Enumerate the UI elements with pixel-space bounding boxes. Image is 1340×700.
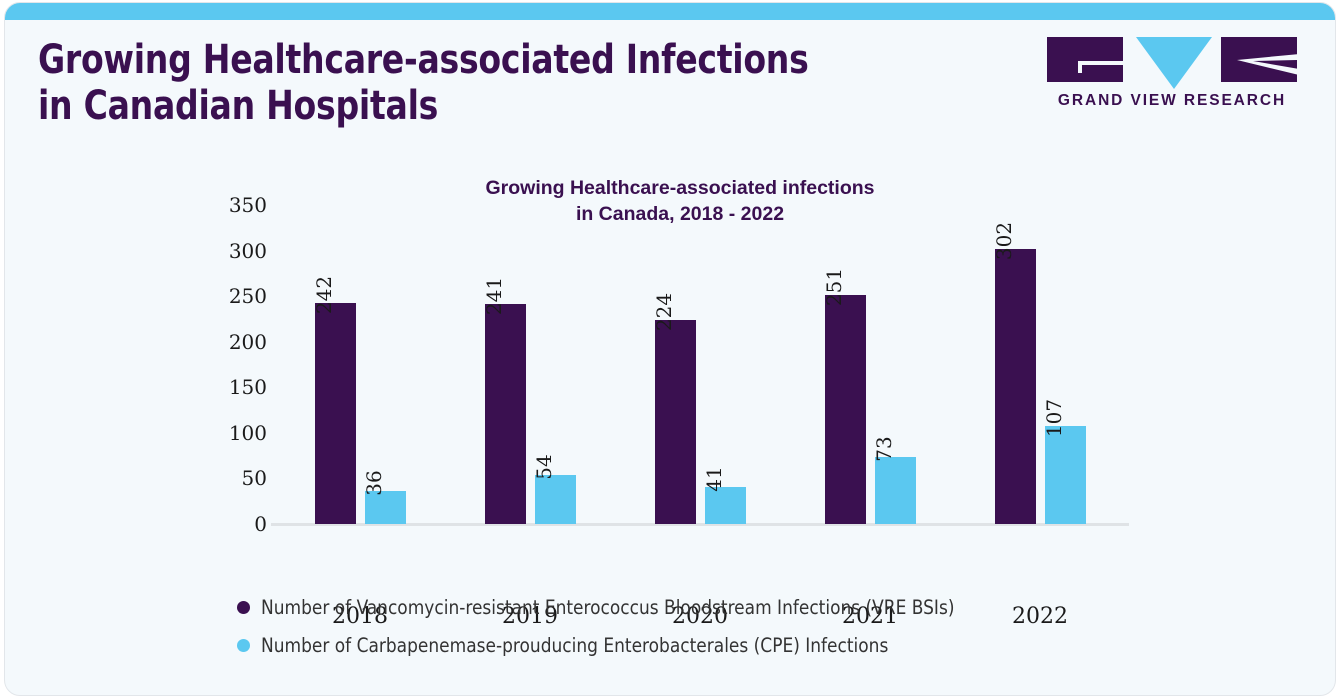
logo-v-icon xyxy=(1136,37,1212,89)
logo-g-icon xyxy=(1047,37,1130,82)
page-title: Growing Healthcare-associated Infections… xyxy=(38,37,809,129)
legend-item-2[interactable]: Number of Carbapenemase-prouducing Enter… xyxy=(237,626,1237,664)
bar-2021-series2[interactable]: 73 xyxy=(872,437,916,524)
bar-group-2019: 241 54 xyxy=(482,205,576,524)
x-axis-line xyxy=(271,523,1129,526)
bar-value-label: 251 xyxy=(821,268,846,307)
logo-r-icon xyxy=(1221,37,1297,82)
bar-2018-series1[interactable]: 242 xyxy=(312,276,356,524)
bar-group-2021: 251 73 xyxy=(822,205,916,524)
bar-2022-series1[interactable]: 302 xyxy=(992,222,1036,524)
y-axis-tick-250: 250 xyxy=(228,284,267,309)
bar-group-2020: 224 41 xyxy=(652,205,746,524)
chart-plot-area: 350 300 250 200 150 100 50 0 2018 242 36 2019 241 54 2… xyxy=(229,193,1129,629)
bar-value-label: 242 xyxy=(311,276,336,315)
bar-2020-series2[interactable]: 41 xyxy=(702,466,746,524)
bar-2018-series2[interactable]: 36 xyxy=(362,470,406,524)
legend-label: Number of Carbapenemase-prouducing Enter… xyxy=(261,633,889,657)
bar-value-label: 73 xyxy=(871,436,896,463)
y-axis-tick-50: 50 xyxy=(241,466,267,491)
header: Growing Healthcare-associated Infections… xyxy=(5,20,1335,140)
chart-container: Growing Healthcare-associated infections… xyxy=(5,140,1335,695)
bar-2021-series1[interactable]: 251 xyxy=(822,268,866,524)
y-axis-tick-200: 200 xyxy=(228,329,267,354)
x-axis-tick-2022: 2022 xyxy=(1012,604,1068,629)
bar-value-label: 54 xyxy=(531,454,556,480)
logo-g-bar xyxy=(1078,61,1130,65)
bar-value-label: 107 xyxy=(1041,399,1066,438)
infographic-card: Growing Healthcare-associated Infections… xyxy=(4,2,1336,696)
y-axis-tick-150: 150 xyxy=(228,375,267,400)
bar-group-2018: 242 36 xyxy=(312,205,406,524)
legend-dot-icon xyxy=(237,600,250,614)
y-axis-tick-100: 100 xyxy=(228,420,267,445)
bar-value-label: 41 xyxy=(701,465,726,492)
bar-value-label: 241 xyxy=(481,277,506,316)
chart-legend: Number of Vancomycin-resistant Enterococ… xyxy=(237,588,1237,664)
bar-value-label: 36 xyxy=(361,470,386,496)
logo-marks xyxy=(1047,30,1297,89)
x-axis-tick-2019: 2019 xyxy=(502,604,558,629)
y-axis-tick-350: 350 xyxy=(228,193,267,217)
bar-2022-series2[interactable]: 107 xyxy=(1042,399,1086,524)
bar-2019-series1[interactable]: 241 xyxy=(482,277,526,524)
bar-value-label: 302 xyxy=(991,221,1016,260)
legend-dot-icon xyxy=(237,638,250,652)
chart-title: Growing Healthcare-associated infections… xyxy=(485,177,875,225)
bar-2019-series2[interactable]: 54 xyxy=(532,454,576,524)
bar-group-2022: 302 107 xyxy=(992,205,1086,524)
brand-logo: GRAND VIEW RESEARCH xyxy=(1047,30,1297,122)
top-accent-bar xyxy=(5,3,1335,20)
x-axis-tick-2020: 2020 xyxy=(672,604,728,629)
y-axis-tick-300: 300 xyxy=(228,238,267,263)
brand-name: GRAND VIEW RESEARCH xyxy=(1057,92,1287,109)
legend-item-1[interactable]: Number of Vancomycin-resistant Enterococ… xyxy=(237,588,1237,626)
y-axis-tick-0: 0 xyxy=(254,512,267,536)
bar-value-label: 224 xyxy=(651,292,676,331)
logo-g-tick xyxy=(1078,61,1082,73)
legend-label: Number of Vancomycin-resistant Enterococ… xyxy=(261,595,955,619)
x-axis-tick-2018: 2018 xyxy=(332,604,388,629)
x-axis-tick-2021: 2021 xyxy=(842,604,898,629)
logo-r-wedge-icon xyxy=(1237,54,1297,75)
bar-2020-series1[interactable]: 224 xyxy=(652,293,696,524)
